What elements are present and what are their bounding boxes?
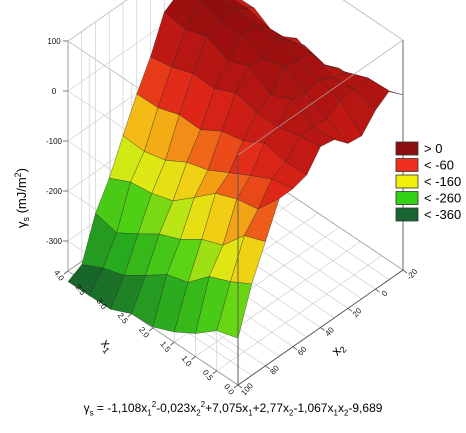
x2-tick-mark xyxy=(402,269,408,274)
x1-tick-mark xyxy=(106,299,111,303)
x1-tick-label: 0.5 xyxy=(201,368,215,383)
legend-label: < -360 xyxy=(424,207,461,222)
x2-tick-mark xyxy=(292,346,298,350)
box-top-edge xyxy=(237,0,404,156)
equation-term: +7,075x xyxy=(205,401,249,415)
legend-label: < -60 xyxy=(424,158,454,173)
x2-tick-mark xyxy=(237,384,243,389)
response-surface xyxy=(67,0,404,339)
equation-lhs: γ xyxy=(83,401,90,415)
x1-tick-label: 2.5 xyxy=(116,311,130,326)
legend-label: < -260 xyxy=(424,191,461,206)
equation-term: -9,689 xyxy=(348,401,383,415)
legend-swatch xyxy=(395,158,419,172)
x1-tick-label: 0.0 xyxy=(222,382,236,397)
z-tick-label: -200 xyxy=(46,187,63,196)
z-tick-label: 0 xyxy=(52,87,57,96)
legend-swatch xyxy=(395,174,419,189)
x1-tick-label: 1.5 xyxy=(158,340,172,355)
x2-tick-label: 80 xyxy=(268,363,281,376)
x1-tick-label: 1.0 xyxy=(179,354,193,369)
equation-subscript: 2 xyxy=(343,408,349,418)
equation-term: -0,023x xyxy=(156,401,197,415)
x2-tick-label: 60 xyxy=(296,344,309,357)
equation-term: -1,067x xyxy=(293,401,334,415)
x2-tick-label: -20 xyxy=(405,267,420,282)
z-tick-label: -300 xyxy=(46,237,63,246)
x2-tick-mark xyxy=(375,288,380,293)
x2-tick-label: 40 xyxy=(323,325,336,338)
x1-tick-label: 2.0 xyxy=(137,325,151,340)
equation-subscript: 2 xyxy=(196,408,201,418)
x1-tick-mark xyxy=(191,356,196,360)
z-tick-label: 100 xyxy=(47,37,61,46)
legend-label: < -160 xyxy=(424,174,461,189)
equation-superscript: 2 xyxy=(151,400,157,409)
x2-tick-label: 100 xyxy=(239,381,255,397)
equation-term: x xyxy=(337,401,344,415)
equation-term: = -1,108x xyxy=(93,401,148,415)
equation-subscript: s xyxy=(89,408,94,418)
x1-tick-mark xyxy=(148,327,154,332)
x2-tick-label: 20 xyxy=(351,306,364,319)
x1-tick-mark xyxy=(127,313,132,318)
equation-subscript: 1 xyxy=(333,408,338,418)
legend-swatch xyxy=(395,207,419,222)
z-axis-title: γs (mJ/m2) xyxy=(13,168,31,228)
x1-axis-title: x1 xyxy=(97,336,117,356)
x2-axis-title: x2 xyxy=(328,340,348,360)
legend-label: > 0 xyxy=(424,141,442,156)
x2-tick-label: 0 xyxy=(380,288,390,298)
x1-tick-mark xyxy=(212,370,217,375)
legend: > 0 < -60< -160 < -260< -360 xyxy=(395,141,461,222)
x1-tick-label: 4.0 xyxy=(52,268,66,283)
x1-tick-mark xyxy=(63,270,69,275)
legend-swatch xyxy=(395,141,419,156)
legend-swatch xyxy=(395,191,419,205)
equation-subscript: 1 xyxy=(248,408,253,418)
x1-tick-mark xyxy=(233,384,239,389)
z-tick-label: -100 xyxy=(46,137,63,146)
x1-tick-mark xyxy=(170,341,175,346)
equation-term: +2,77x xyxy=(252,401,289,415)
x2-tick-mark xyxy=(320,327,325,331)
equation-superscript: 2 xyxy=(200,400,206,409)
equation-subscript: 2 xyxy=(289,408,294,418)
regression-equation: γs = -1,108x12-0,023x22+7,075x1+2,77x2-1… xyxy=(0,400,466,417)
equation-subscript: 1 xyxy=(147,408,152,418)
x2-tick-mark xyxy=(265,365,270,370)
x2-tick-mark xyxy=(347,308,353,312)
x1-tick-mark xyxy=(85,284,90,289)
